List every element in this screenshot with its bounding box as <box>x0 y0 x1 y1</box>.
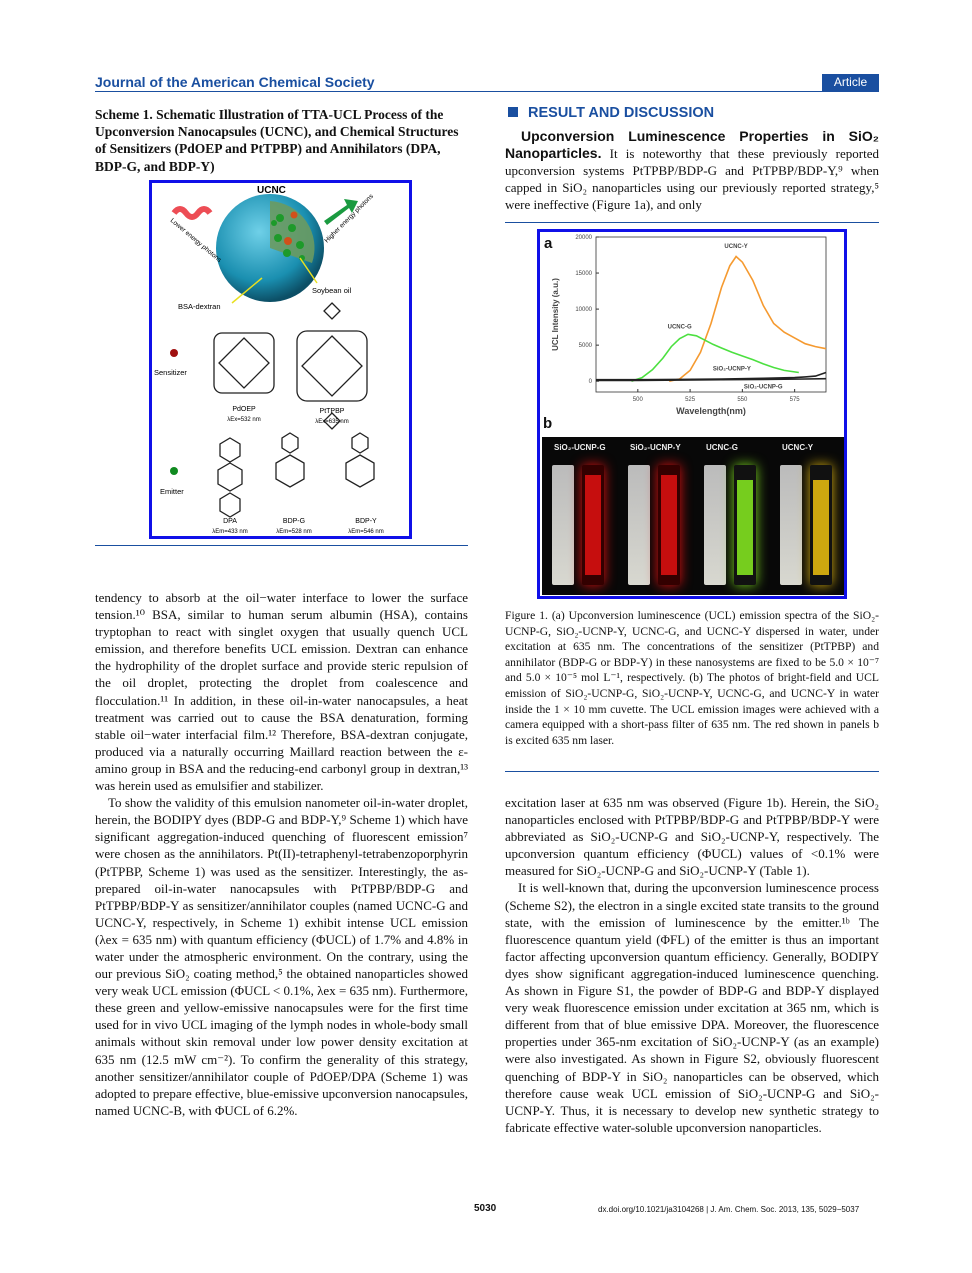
x-tick-label: 525 <box>685 397 696 403</box>
article-badge: Article <box>822 74 879 91</box>
molecule-name: PtTPBP <box>320 408 345 415</box>
series-line-SiO₂-UCNP-G <box>596 377 827 382</box>
molecule-lambda: λEx=635 nm <box>315 419 349 425</box>
molecule-lambda: λEm=528 nm <box>276 529 312 535</box>
bright-field-vial <box>628 465 650 585</box>
porphyrin-structures <box>213 302 368 430</box>
bsa-label: BSA-dextran <box>178 302 221 311</box>
vial-photos: SiO₂-UCNP-G SiO₂-UCNP-Y UCNC-G UCNC-Y <box>542 437 844 595</box>
series-label: SiO₂-UCNP-Y <box>713 366 751 372</box>
pointer-line <box>231 277 263 304</box>
emitter-structures <box>217 432 375 518</box>
scheme-illustration: UCNC Lower energy photons Higher energy … <box>154 185 384 535</box>
ucl-emission-vial <box>582 465 604 585</box>
section-title: RESULT AND DISCUSSION <box>528 105 715 121</box>
soybean-label: Soybean oil <box>312 286 352 295</box>
molecule-name: BDP-G <box>283 518 305 525</box>
molecule-lambda: λEm=433 nm <box>212 529 248 535</box>
page-number: 5030 <box>474 1203 497 1214</box>
y-tick-label: 5000 <box>579 343 593 349</box>
section-square-icon <box>508 107 518 117</box>
plot-frame <box>595 236 827 393</box>
molecule-lambda: λEx=532 nm <box>227 417 261 423</box>
paragraph: To show the validity of this emulsion na… <box>95 795 469 1118</box>
subsection-heading: Upconversion Luminescence Properties in … <box>505 128 879 162</box>
molecule-name: DPA <box>223 518 237 525</box>
bright-field-vial <box>704 465 726 585</box>
bright-field-vial <box>780 465 802 585</box>
figure-caption: Figure 1. (a) Upconversion luminescence … <box>505 609 879 747</box>
sensitizer-label: Sensitizer <box>154 368 187 377</box>
y-axis-label: UCL Intensity (a.u.) <box>551 278 560 351</box>
lower-energy-label: Lower energy photons <box>169 217 223 264</box>
section-intro: Upconversion Luminescence Properties in … <box>505 128 879 213</box>
red-photon-arrow-icon <box>171 206 213 220</box>
ucl-spectra-chart: 500 525 550 575 0 5000 10000 15000 20000 Waveleng… <box>543 235 827 432</box>
scheme-caption: Scheme 1. Schematic Illustration of TTA-… <box>95 107 459 174</box>
right-column-text: excitation laser at 635 nm was observed … <box>505 794 879 1136</box>
vial-label: SiO₂-UCNP-Y <box>630 443 681 452</box>
ucl-emission-vial <box>658 465 680 585</box>
bright-field-vial <box>552 465 574 585</box>
green-photon-arrow-icon <box>324 199 358 225</box>
y-tick-label: 10000 <box>575 307 592 313</box>
doi-citation[interactable]: dx.doi.org/10.1021/ja3104268 | J. Am. Ch… <box>598 1205 860 1214</box>
panel-b-label: b <box>543 415 552 432</box>
section-heading: RESULT AND DISCUSSION <box>508 105 714 121</box>
emitter-label: Emitter <box>160 487 184 496</box>
ucl-emission-vial <box>810 465 832 585</box>
x-tick-label: 550 <box>737 397 748 403</box>
intro-text: It is noteworthy that these previously r… <box>505 146 879 213</box>
x-axis-label: Wavelength(nm) <box>676 406 746 416</box>
y-tick-label: 20000 <box>575 235 592 241</box>
emitter-dots <box>271 214 305 261</box>
pointer-line <box>299 257 318 284</box>
molecule-lambda: λEm=546 nm <box>348 529 384 535</box>
vial-label: UCNC-Y <box>782 443 814 452</box>
ucnc-title: UCNC <box>257 185 286 196</box>
sensitizer-dots <box>284 211 298 245</box>
paragraph: It is well-known that, during the upconv… <box>505 880 879 1135</box>
sensitizer-dot-icon <box>170 349 178 357</box>
series-label: UCNC-G <box>668 325 692 331</box>
figure-1: 500 525 550 575 0 5000 10000 15000 20000 Waveleng… <box>537 229 847 599</box>
series-label: SiO₂-UCNP-G <box>744 384 783 390</box>
x-tick-label: 575 <box>790 397 801 403</box>
series-line-UCNC-G <box>631 333 799 382</box>
molecule-name: BDP-Y <box>355 518 377 525</box>
scheme-rule <box>95 545 468 546</box>
header-rule <box>95 91 879 92</box>
y-tick-label: 15000 <box>575 271 592 277</box>
vial-label: UCNC-G <box>706 443 738 452</box>
paragraph: excitation laser at 635 nm was observed … <box>505 795 879 879</box>
emitter-dot-icon <box>170 467 178 475</box>
series-label: UCNC-Y <box>724 244 747 250</box>
paragraph: tendency to absorb at the oil−water inte… <box>95 590 468 794</box>
scheme-figure: UCNC Lower energy photons Higher energy … <box>149 180 412 539</box>
journal-name[interactable]: Journal of the American Chemical Society <box>95 74 375 90</box>
x-tick-label: 500 <box>633 397 644 403</box>
figure-top-rule <box>505 222 879 223</box>
left-column-text: tendency to absorb at the oil−water inte… <box>95 589 468 1119</box>
caption-rule <box>505 771 879 772</box>
panel-a-label: a <box>544 235 553 252</box>
vial-label: SiO₂-UCNP-G <box>554 443 606 452</box>
series-line-UCNC-Y <box>669 255 827 382</box>
molecule-name: PdOEP <box>232 406 256 413</box>
y-tick-label: 0 <box>589 379 593 385</box>
ucl-emission-vial <box>734 465 756 585</box>
